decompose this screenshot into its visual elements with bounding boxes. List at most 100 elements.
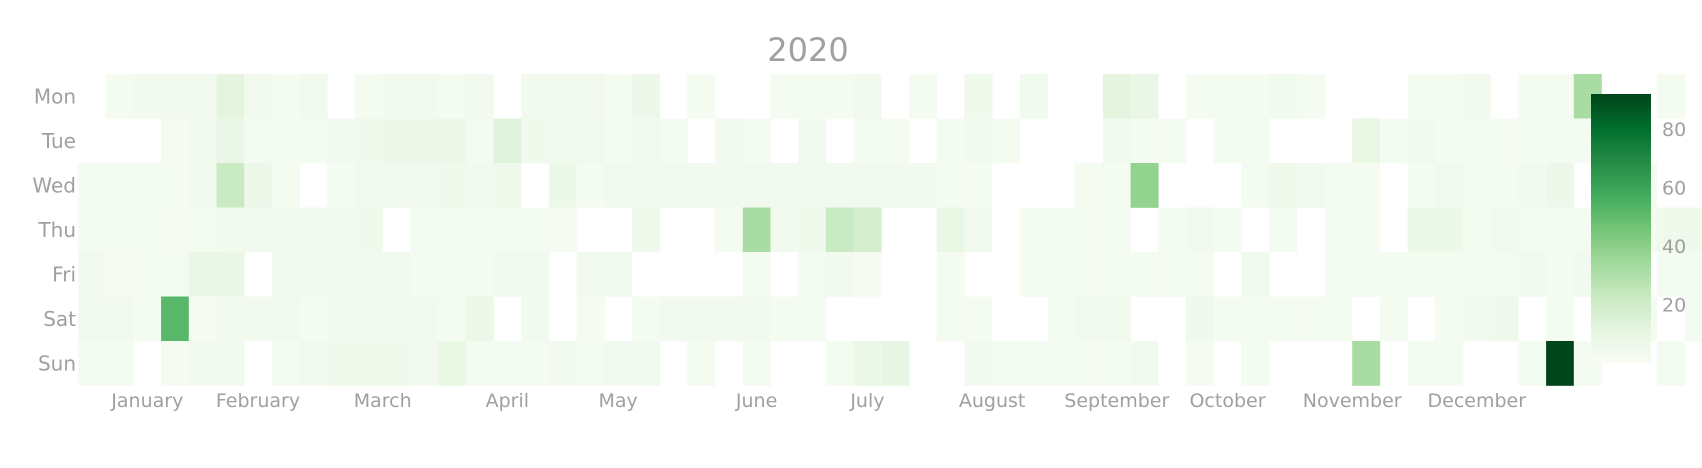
- colorbar-ticks: 20 40 60 80: [1662, 119, 1686, 316]
- heatmap-cell: [299, 296, 328, 342]
- heatmap-cell: [742, 118, 771, 164]
- heatmap-cell: [742, 296, 771, 342]
- heatmap-cell: [1518, 252, 1547, 297]
- heatmap-cell: [161, 74, 190, 119]
- heatmap-cell: [161, 118, 190, 164]
- heatmap-cell: [1407, 163, 1436, 208]
- heatmap-cell: [188, 74, 217, 119]
- heatmap-cell: [410, 163, 439, 208]
- month-label: March: [354, 390, 412, 412]
- heatmap-cell: [355, 252, 383, 297]
- heatmap-cell: [1546, 118, 1575, 164]
- heatmap-cell: [1158, 207, 1187, 253]
- heatmap-cell: [133, 163, 162, 208]
- heatmap-cell: [659, 296, 688, 342]
- heatmap-cell: [1656, 341, 1685, 386]
- heatmap-cell: [1656, 252, 1685, 297]
- heatmap-cell: [853, 252, 882, 297]
- heatmap-cell: [1324, 252, 1353, 297]
- heatmap-cell: [1241, 74, 1270, 119]
- heatmap-cell: [271, 118, 300, 164]
- heatmap-cell: [1241, 252, 1270, 297]
- month-label: February: [216, 390, 300, 412]
- heatmap-cell: [1324, 163, 1353, 208]
- heatmap-cell: [188, 252, 217, 297]
- heatmap-cell: [438, 252, 467, 297]
- heatmap-cell: [1490, 118, 1519, 164]
- heatmap-cell: [355, 163, 383, 208]
- heatmap-cell: [244, 296, 273, 342]
- heatmap-cell: [1684, 296, 1702, 342]
- heatmap-cell: [825, 163, 854, 208]
- heatmap-cell: [1352, 252, 1381, 297]
- heatmap-cell: [853, 163, 882, 208]
- heatmap-cell: [465, 207, 494, 253]
- heatmap-cell: [632, 118, 660, 164]
- heatmap-cell: [798, 252, 827, 297]
- heatmap-cell: [853, 74, 882, 119]
- heatmap-cell: [1684, 252, 1702, 297]
- heatmap-cell: [1047, 252, 1076, 297]
- heatmap-cell: [327, 118, 356, 164]
- heatmap-cell: [1463, 74, 1491, 119]
- heatmap-cell: [216, 118, 245, 164]
- month-label: January: [110, 390, 183, 412]
- heatmap-cell: [271, 341, 300, 386]
- heatmap-cell: [1518, 207, 1547, 253]
- heatmap-cell: [964, 118, 993, 164]
- heatmap-cell: [465, 252, 494, 297]
- month-label: November: [1303, 390, 1402, 412]
- heatmap-cell: [78, 341, 106, 386]
- heatmap-cell: [1186, 252, 1214, 297]
- heatmap-cell: [1102, 207, 1131, 253]
- heatmap-cell: [188, 118, 217, 164]
- heatmap-cell: [770, 163, 799, 208]
- weekday-labels: Mon Tue Wed Thu Fri Sat Sun: [32, 84, 76, 375]
- heatmap-cell: [1075, 252, 1104, 297]
- weekday-label: Fri: [52, 262, 76, 286]
- heatmap-cell: [742, 341, 771, 386]
- heatmap-cell: [1518, 341, 1547, 386]
- heatmap-cell: [853, 118, 882, 164]
- heatmap-cell: [909, 74, 937, 119]
- heatmap-cell: [576, 118, 605, 164]
- weekday-label: Thu: [37, 218, 76, 242]
- heatmap-cell: [327, 252, 356, 297]
- heatmap-cell: [1186, 296, 1214, 342]
- heatmap-cell: [1546, 252, 1575, 297]
- heatmap-cell: [659, 118, 688, 164]
- heatmap-cell: [1352, 341, 1381, 386]
- heatmap-cell: [1684, 207, 1702, 253]
- heatmap-cell: [382, 252, 411, 297]
- heatmap-cell: [1296, 74, 1325, 119]
- heatmap-cell: [1075, 296, 1104, 342]
- heatmap-cells: [78, 74, 1702, 386]
- heatmap-cell: [1463, 296, 1491, 342]
- heatmap-cell: [521, 74, 550, 119]
- heatmap-cell: [299, 207, 328, 253]
- heatmap-cell: [327, 341, 356, 386]
- heatmap-cell: [770, 74, 799, 119]
- heatmap-cell: [382, 74, 411, 119]
- heatmap-cell: [1019, 341, 1048, 386]
- heatmap-cell: [1213, 207, 1242, 253]
- heatmap-cell: [1269, 296, 1298, 342]
- heatmap-cell: [1130, 163, 1159, 208]
- heatmap-cell: [244, 163, 273, 208]
- heatmap-cell: [1490, 252, 1519, 297]
- heatmap-cell: [964, 207, 993, 253]
- heatmap-cell: [1130, 341, 1159, 386]
- heatmap-cell: [410, 118, 439, 164]
- month-label: May: [598, 390, 637, 412]
- heatmap-cell: [1435, 341, 1464, 386]
- heatmap-cell: [133, 296, 162, 342]
- heatmap-cell: [1379, 296, 1408, 342]
- heatmap-cell: [1435, 118, 1464, 164]
- heatmap-cell: [548, 207, 577, 253]
- heatmap-cell: [1047, 341, 1076, 386]
- heatmap-cell: [964, 74, 993, 119]
- heatmap-cell: [493, 252, 522, 297]
- heatmap-cell: [271, 252, 300, 297]
- heatmap-cell: [548, 74, 577, 119]
- heatmap-cell: [521, 296, 550, 342]
